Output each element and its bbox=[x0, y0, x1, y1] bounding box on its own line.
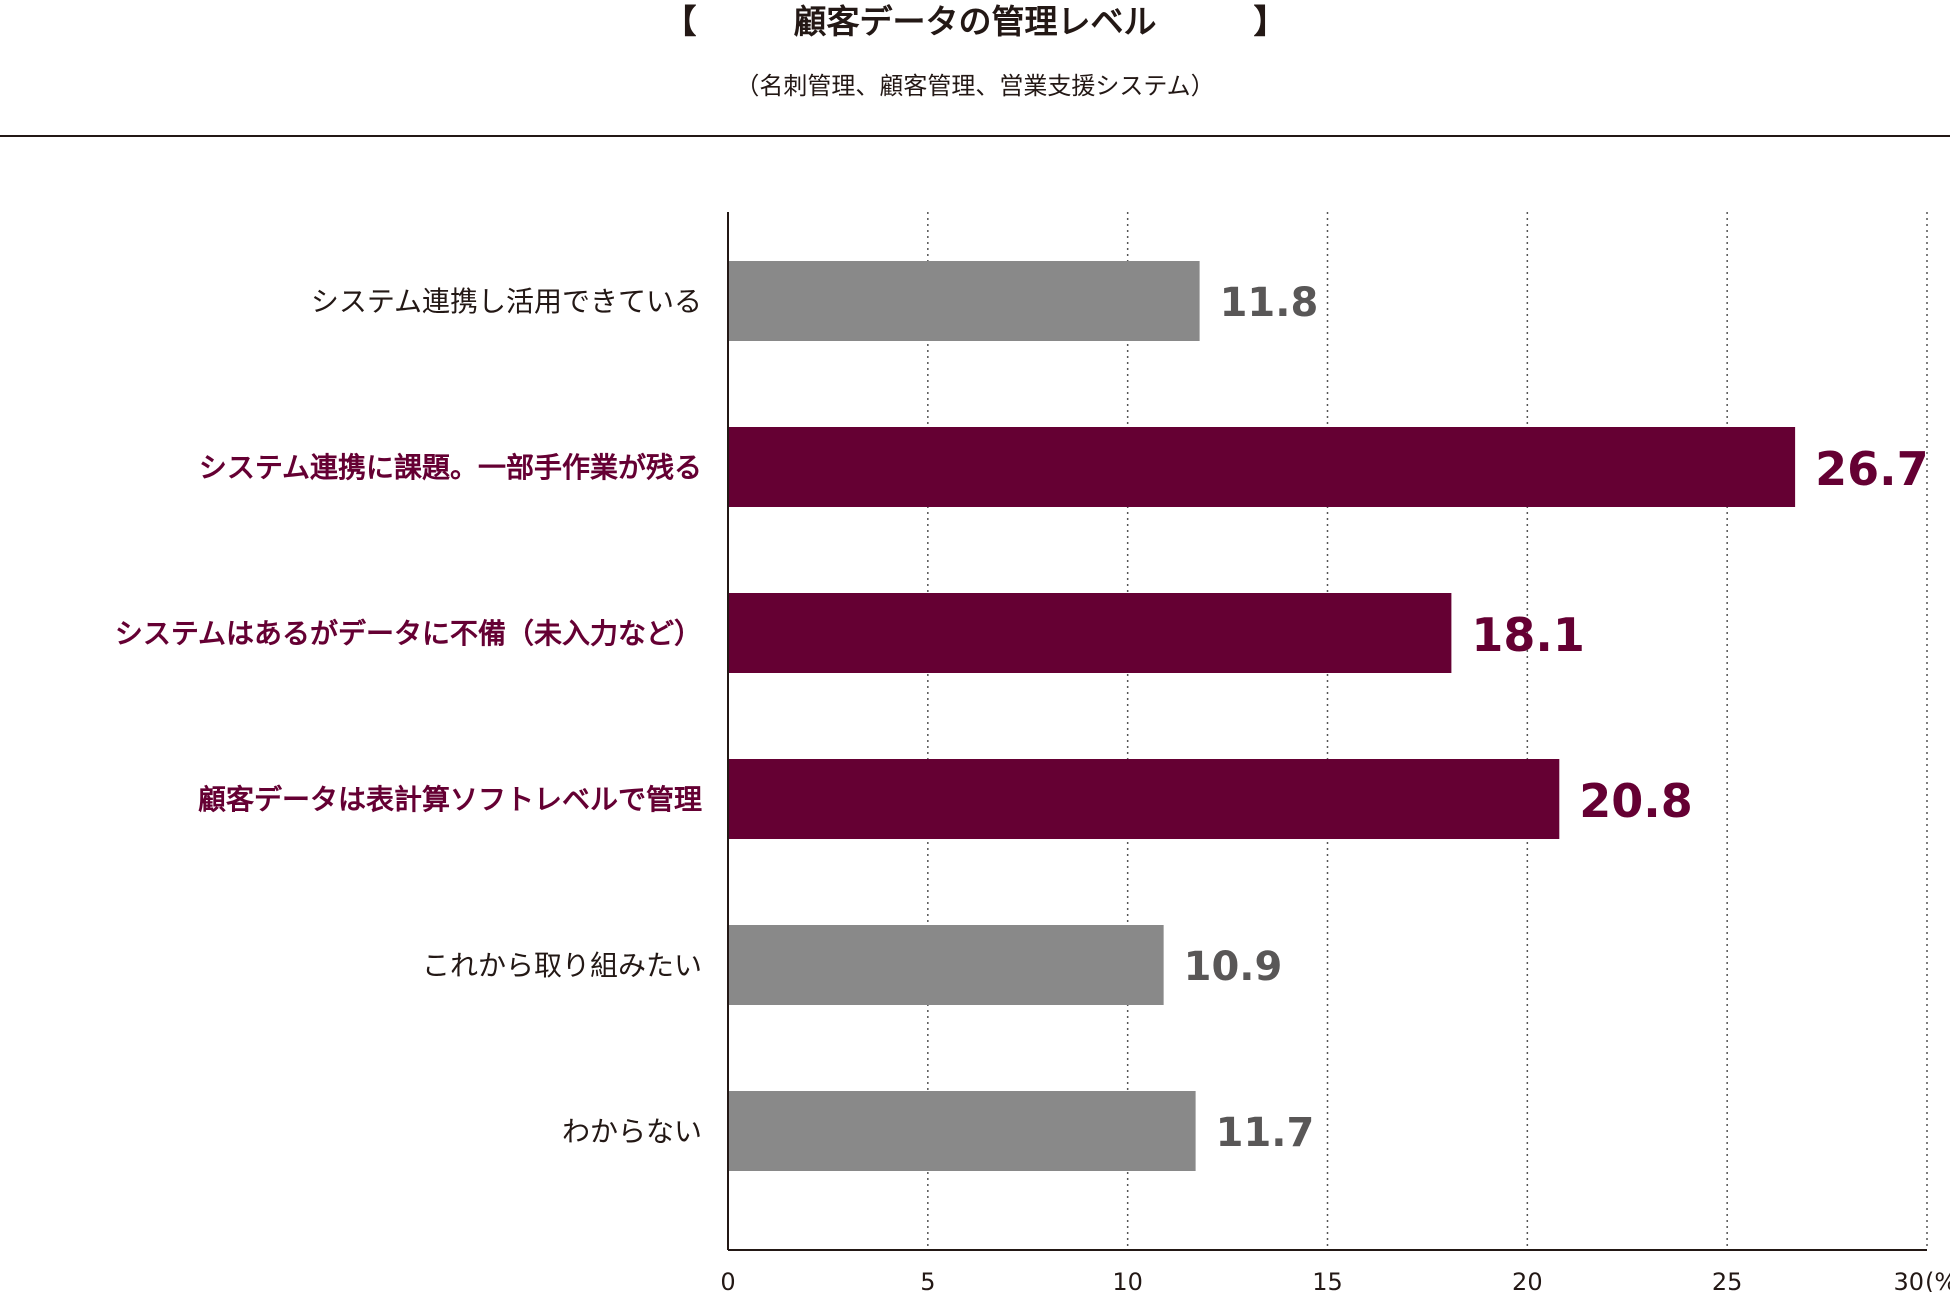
x-axis-unit: (%) bbox=[1925, 1268, 1950, 1292]
bars-group: システム連携し活用できている 11.8 システム連携に課題。一部手作業が残る 26.7… bbox=[115, 261, 1929, 1171]
category-label: 顧客データは表計算ソフトレベルで管理 bbox=[198, 783, 702, 816]
value-label: 11.7 bbox=[1216, 1110, 1315, 1156]
x-tick-label: 0 bbox=[720, 1268, 735, 1292]
value-label: 26.7 bbox=[1815, 442, 1929, 496]
x-tick-label: 5 bbox=[920, 1268, 935, 1292]
x-tick-label: 30 bbox=[1893, 1268, 1924, 1292]
bar bbox=[728, 593, 1452, 673]
title-bracket-open: 【 bbox=[664, 2, 697, 41]
x-tick-label: 25 bbox=[1712, 1268, 1743, 1292]
bar bbox=[728, 759, 1560, 839]
bar bbox=[728, 427, 1796, 507]
category-label: これから取り組みたい bbox=[422, 949, 702, 982]
x-tick-label: 10 bbox=[1112, 1268, 1143, 1292]
x-axis: 0 5 10 15 20 25 30(%) bbox=[720, 212, 1950, 1292]
grid-lines bbox=[927, 212, 1928, 1250]
bar bbox=[728, 261, 1200, 341]
category-label: システム連携し活用できている bbox=[311, 285, 702, 318]
x-tick-label: 20 bbox=[1512, 1268, 1543, 1292]
value-label: 20.8 bbox=[1579, 774, 1693, 828]
bar bbox=[728, 1091, 1196, 1171]
value-label: 10.9 bbox=[1184, 944, 1283, 990]
x-tick-label: 15 bbox=[1312, 1268, 1343, 1292]
value-label: 18.1 bbox=[1471, 608, 1585, 662]
category-label: わからない bbox=[562, 1115, 702, 1148]
chart-title: 顧客データの管理レベル bbox=[794, 2, 1157, 41]
value-label: 11.8 bbox=[1220, 280, 1319, 326]
bar bbox=[728, 925, 1164, 1005]
chart-subtitle: （名刺管理、顧客管理、営業支援システム） bbox=[735, 72, 1214, 100]
category-label: システム連携に課題。一部手作業が残る bbox=[199, 451, 702, 484]
category-label: システムはあるがデータに不備（未入力など） bbox=[115, 617, 702, 650]
title-bracket-close: 】 bbox=[1254, 2, 1287, 41]
